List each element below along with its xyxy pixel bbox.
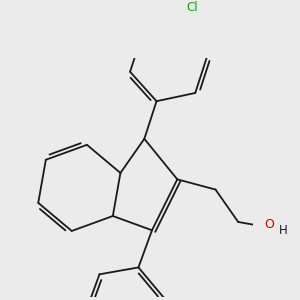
Text: H: H bbox=[279, 224, 288, 237]
Text: O: O bbox=[264, 218, 274, 231]
Text: Cl: Cl bbox=[187, 1, 198, 14]
